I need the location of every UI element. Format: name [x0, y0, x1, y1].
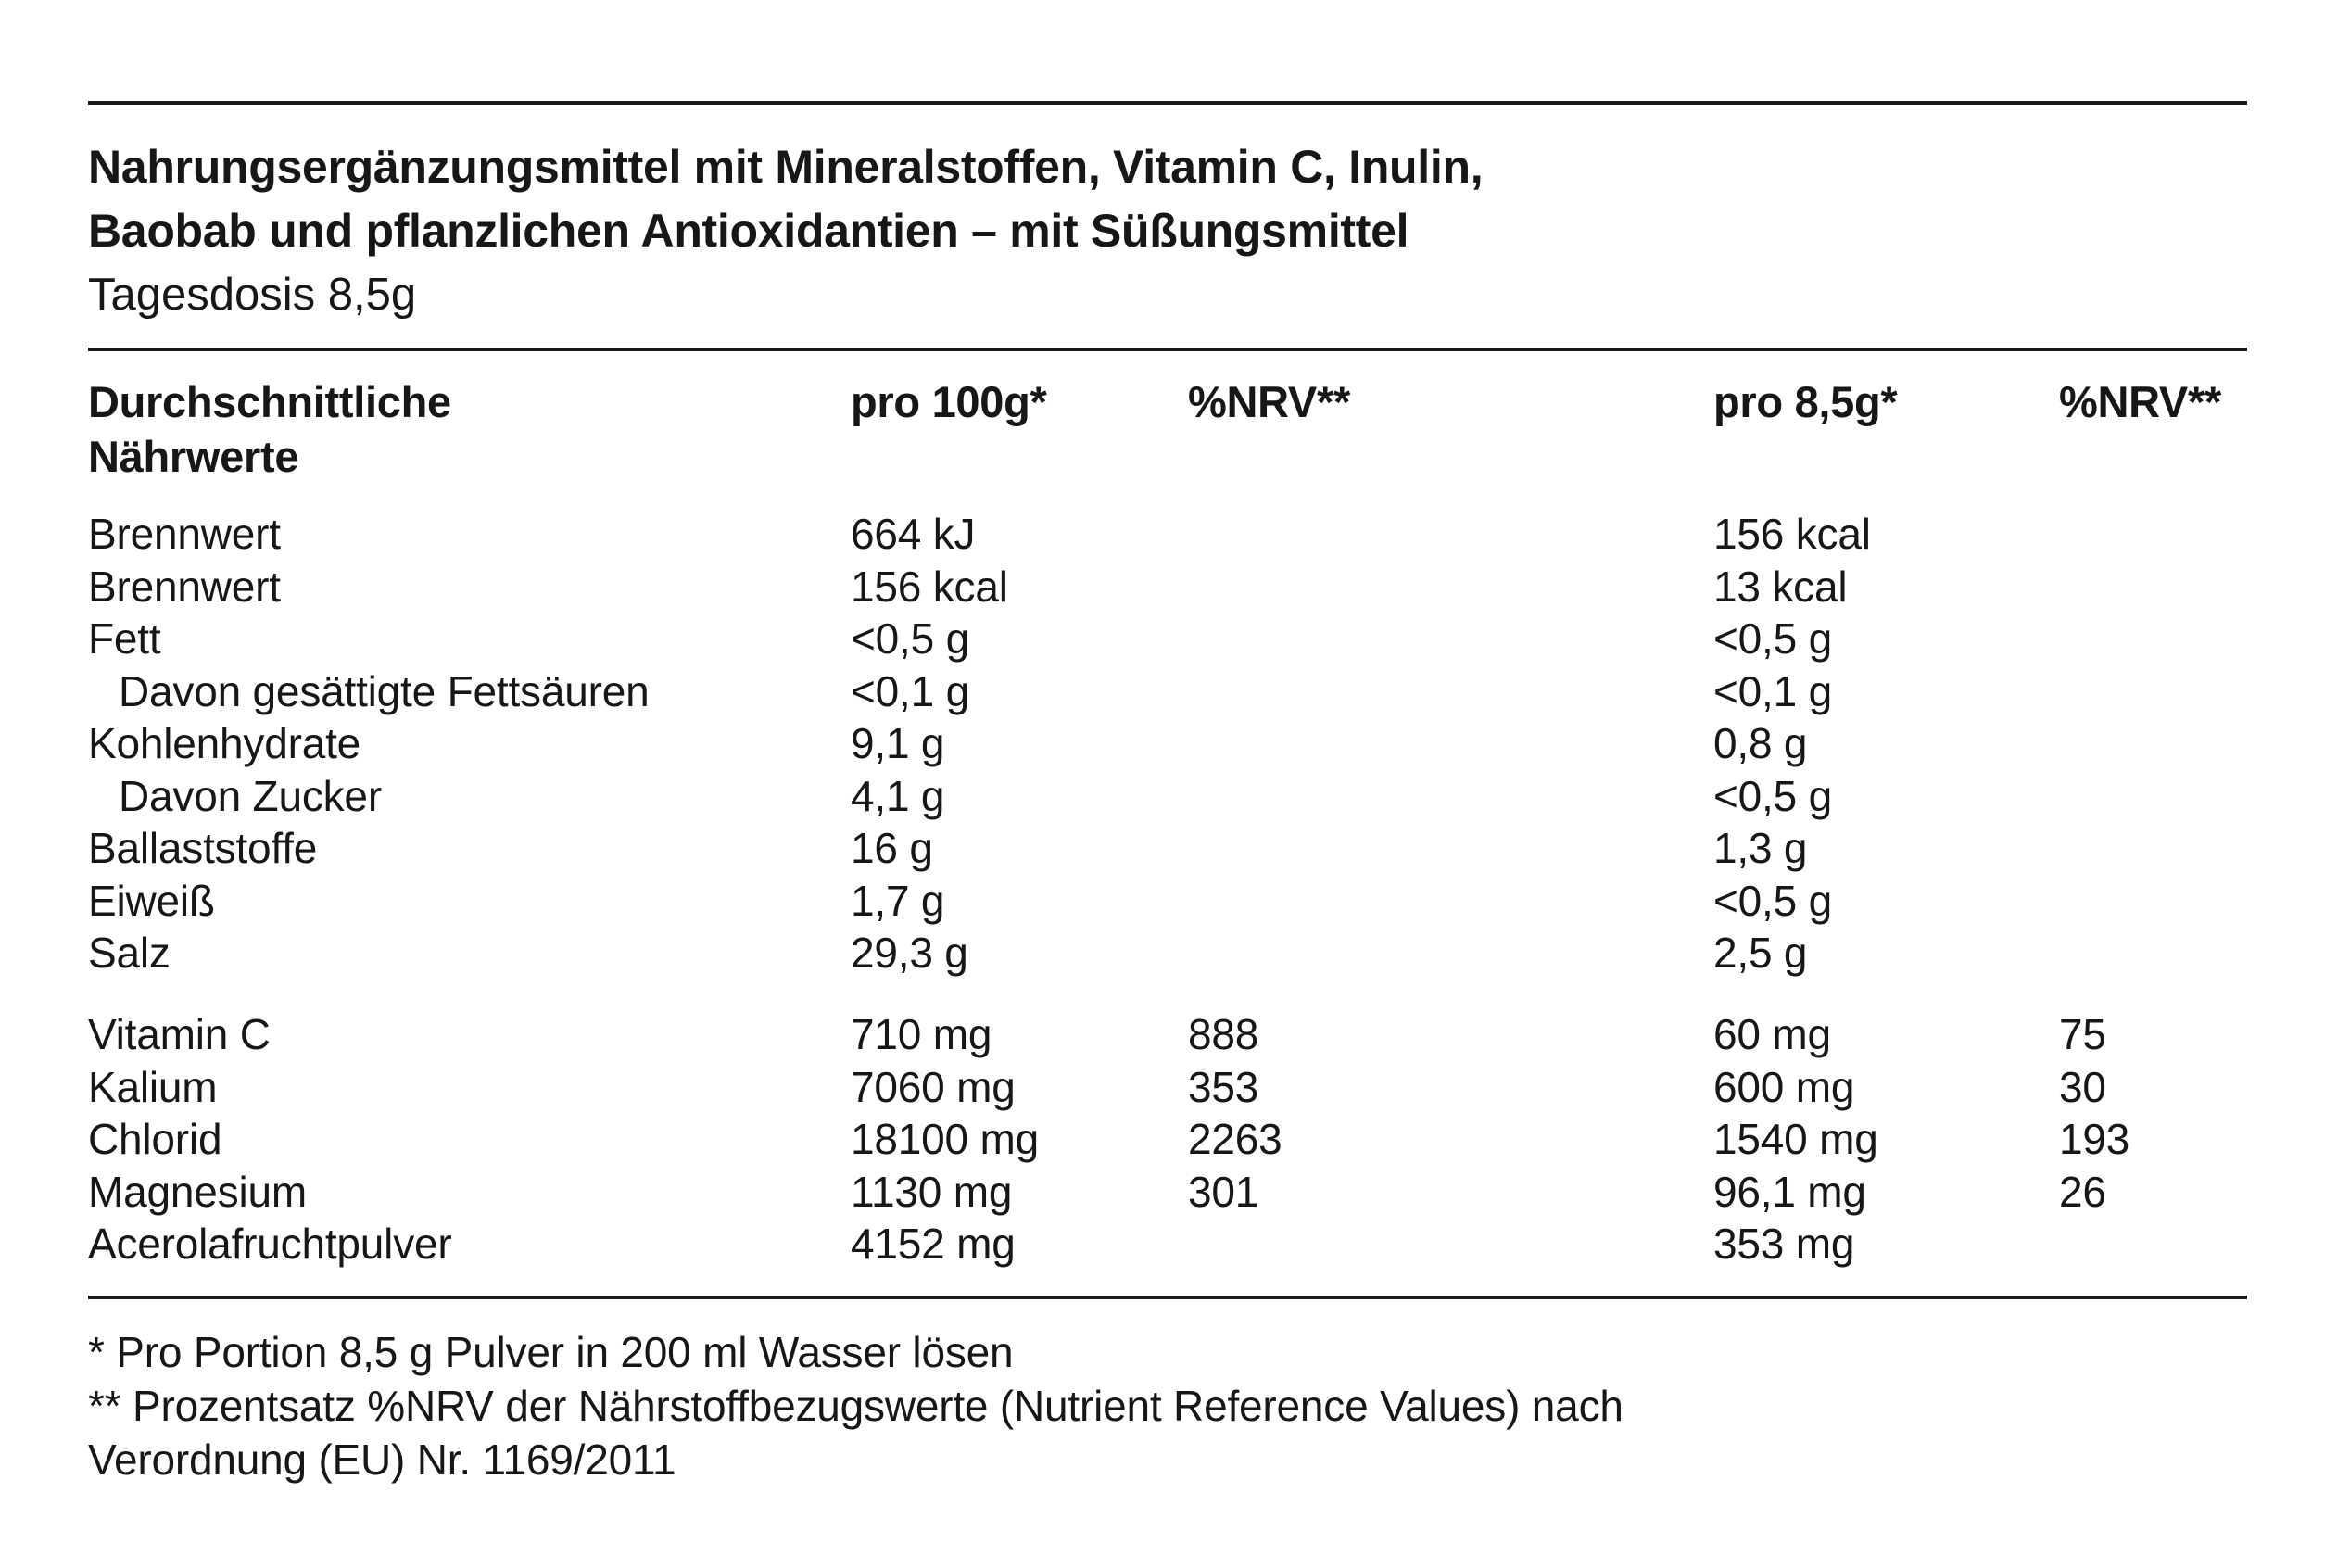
row-label: Brennwert: [88, 562, 281, 611]
row-value-per-100g: <0,1 g: [851, 666, 969, 715]
row-value-per-100g: 29,3 g: [851, 929, 968, 977]
row-value-per-100g: 16 g: [851, 824, 933, 872]
table-row-chlorid: Chlorid 18100 mg 2263 1540 mg 193: [88, 1113, 2247, 1166]
row-value-per-100g: 4,1 g: [851, 771, 945, 820]
product-title-line-2: Baobab und pflanzlichen Antioxidantien –…: [88, 205, 1409, 257]
table-row-zucker: Davon Zucker 4,1 g <0,5 g: [88, 770, 2247, 823]
row-value-per-portion: 2,5 g: [1713, 929, 1808, 977]
row-value-per-100g: 664 kJ: [851, 510, 976, 558]
row-value-per-100g: 1130 mg: [851, 1167, 1013, 1216]
table-row-salz: Salz 29,3 g 2,5 g: [88, 927, 2247, 980]
row-value-nrv-100g: 353: [1188, 1062, 1259, 1111]
table-row-gesaettigte-fettsaeuren: Davon gesättigte Fettsäuren <0,1 g <0,1 …: [88, 665, 2247, 718]
table-row-kohlenhydrate: Kohlenhydrate 9,1 g 0,8 g: [88, 717, 2247, 770]
row-value-per-100g: 4152 mg: [851, 1220, 1016, 1268]
table-row-ballaststoffe: Ballaststoffe 16 g 1,3 g: [88, 822, 2247, 875]
row-label: Eiweiß: [88, 876, 215, 925]
row-value-per-portion: 60 mg: [1713, 1010, 1831, 1058]
row-value-nrv-portion: 26: [2059, 1167, 2106, 1216]
row-value-per-portion: 0,8 g: [1713, 719, 1808, 767]
column-header-per-100g: pro 100g*: [851, 377, 1047, 426]
table-section-micronutrients: Vitamin C 710 mg 888 60 mg 75 Kalium 706…: [88, 1008, 2247, 1271]
table-row-acerolafruchtpulver: Acerolafruchtpulver 4152 mg 353 mg: [88, 1218, 2247, 1271]
row-value-nrv-100g: 301: [1188, 1167, 1259, 1216]
column-header-nrv-portion: %NRV**: [2059, 377, 2221, 426]
row-value-per-portion: <0,5 g: [1713, 614, 1832, 663]
row-value-per-portion: 96,1 mg: [1713, 1167, 1866, 1216]
row-label: Ballaststoffe: [88, 824, 318, 872]
row-value-per-portion: 1,3 g: [1713, 824, 1808, 872]
row-value-per-portion: <0,5 g: [1713, 771, 1832, 820]
row-label: Kalium: [88, 1062, 218, 1111]
footnote-nrv-line-1: ** Prozentsatz %NRV der Nährstoffbezugsw…: [88, 1382, 1624, 1430]
row-value-per-portion: 353 mg: [1713, 1220, 1855, 1268]
row-value-per-100g: 9,1 g: [851, 719, 945, 767]
column-header-nutrients-line-1: Durchschnittliche: [88, 377, 451, 426]
row-value-nrv-100g: 888: [1188, 1010, 1259, 1058]
row-value-per-100g: 156 kcal: [851, 562, 1008, 611]
row-value-per-portion: 13 kcal: [1713, 562, 1848, 611]
table-section-macronutrients: Brennwert 664 kJ 156 kcal Brennwert 156 …: [88, 508, 2247, 980]
table-row-brennwert-kcal: Brennwert 156 kcal 13 kcal: [88, 561, 2247, 613]
table-row-eiweiss: Eiweiß 1,7 g <0,5 g: [88, 875, 2247, 928]
row-value-nrv-portion: 30: [2059, 1062, 2106, 1111]
column-header-nrv-100g: %NRV**: [1188, 377, 1350, 426]
table-row-fett: Fett <0,5 g <0,5 g: [88, 613, 2247, 665]
row-label: Kohlenhydrate: [88, 719, 361, 767]
table-row-magnesium: Magnesium 1130 mg 301 96,1 mg 26: [88, 1166, 2247, 1219]
row-value-nrv-portion: 193: [2059, 1115, 2130, 1163]
divider-footnotes: [88, 1296, 2247, 1299]
table-row-kalium: Kalium 7060 mg 353 600 mg 30: [88, 1061, 2247, 1114]
row-label: Davon gesättigte Fettsäuren: [119, 666, 650, 715]
row-value-per-100g: 18100 mg: [851, 1115, 1039, 1163]
product-title-block: Nahrungsergänzungsmittel mit Mineralstof…: [88, 135, 1484, 327]
column-header-nutrients: Durchschnittliche Nährwerte: [88, 374, 851, 484]
row-value-nrv-portion: 75: [2059, 1010, 2106, 1058]
table-header-row: Durchschnittliche Nährwerte pro 100g* %N…: [88, 374, 2247, 484]
footnote-nrv-line-2: Verordnung (EU) Nr. 1169/2011: [88, 1435, 676, 1484]
row-value-per-portion: 600 mg: [1713, 1062, 1855, 1111]
row-label: Salz: [88, 929, 171, 977]
daily-dose: Tagesdosis 8,5g: [88, 270, 417, 320]
row-label: Acerolafruchtpulver: [88, 1220, 452, 1268]
divider-top: [88, 101, 2247, 105]
row-value-per-100g: 710 mg: [851, 1010, 992, 1058]
row-label: Chlorid: [88, 1115, 222, 1163]
row-value-per-100g: 1,7 g: [851, 876, 945, 925]
row-label: Fett: [88, 614, 161, 663]
row-value-per-100g: <0,5 g: [851, 614, 969, 663]
row-value-per-portion: <0,1 g: [1713, 666, 1832, 715]
row-label: Magnesium: [88, 1167, 307, 1216]
table-row-vitamin-c: Vitamin C 710 mg 888 60 mg 75: [88, 1008, 2247, 1061]
row-value-nrv-100g: 2263: [1188, 1115, 1282, 1163]
row-value-per-100g: 7060 mg: [851, 1062, 1016, 1111]
row-label: Davon Zucker: [119, 771, 382, 820]
row-value-per-portion: 1540 mg: [1713, 1115, 1878, 1163]
row-value-per-portion: <0,5 g: [1713, 876, 1832, 925]
column-header-per-portion: pro 8,5g*: [1713, 377, 1898, 426]
column-header-nutrients-line-2: Nährwerte: [88, 432, 299, 481]
row-value-per-portion: 156 kcal: [1713, 510, 1871, 558]
row-label: Vitamin C: [88, 1010, 271, 1058]
divider-table-header: [88, 348, 2247, 351]
table-row-brennwert-kj: Brennwert 664 kJ 156 kcal: [88, 508, 2247, 561]
row-label: Brennwert: [88, 510, 281, 558]
footnotes-block: * Pro Portion 8,5 g Pulver in 200 ml Was…: [88, 1325, 1624, 1486]
product-title-line-1: Nahrungsergänzungsmittel mit Mineralstof…: [88, 141, 1484, 193]
footnote-portion: * Pro Portion 8,5 g Pulver in 200 ml Was…: [88, 1328, 1014, 1376]
